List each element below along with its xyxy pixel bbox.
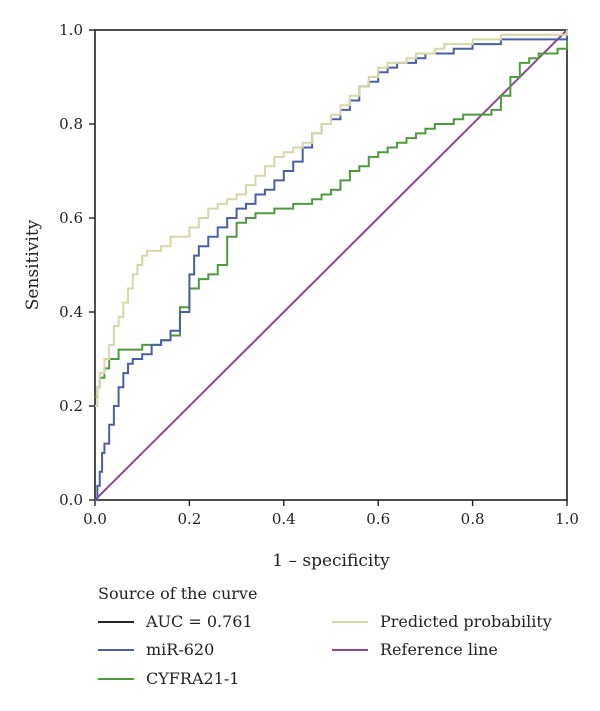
- legend-label: AUC = 0.761: [145, 612, 253, 631]
- y-tick-label: 1.0: [59, 21, 83, 39]
- series-line-reference-line: [94, 29, 568, 501]
- x-tick-label: 0.0: [83, 510, 107, 528]
- legend-label: CYFRA21-1: [146, 669, 239, 688]
- x-tick-label: 0.8: [461, 510, 485, 528]
- x-axis: 0.0 0.2 0.4 0.6 0.8 1.0: [83, 500, 579, 528]
- y-tick-label: 0.0: [59, 491, 83, 509]
- y-axis-title: Sensitivity: [23, 219, 43, 310]
- series-layer: [94, 29, 568, 501]
- y-tick-label: 0.8: [59, 115, 83, 133]
- plot-area-border: [94, 29, 568, 501]
- plot-frame: [94, 29, 568, 501]
- x-tick-label: 0.2: [177, 510, 201, 528]
- y-tick-label: 0.6: [59, 209, 83, 227]
- series-line-cyfra21-1: [95, 30, 568, 398]
- legend-title: Source of the curve: [98, 584, 257, 603]
- x-tick-label: 0.4: [272, 510, 296, 528]
- x-axis-title: 1 – specificity: [272, 551, 390, 571]
- legend-label: miR-620: [146, 640, 214, 659]
- series-line-predicted-probability: [95, 30, 568, 407]
- x-tick-label: 0.6: [366, 510, 390, 528]
- legend-label: Predicted probability: [380, 612, 552, 631]
- legend-label: Reference line: [380, 640, 498, 659]
- y-tick-label: 0.2: [59, 397, 83, 415]
- y-axis: 0.0 0.2 0.4 0.6 0.8 1.0: [59, 21, 95, 509]
- y-tick-label: 0.4: [59, 303, 83, 321]
- x-tick-label: 1.0: [555, 510, 579, 528]
- legend: Source of the curve AUC = 0.761 Predicted…: [98, 584, 552, 688]
